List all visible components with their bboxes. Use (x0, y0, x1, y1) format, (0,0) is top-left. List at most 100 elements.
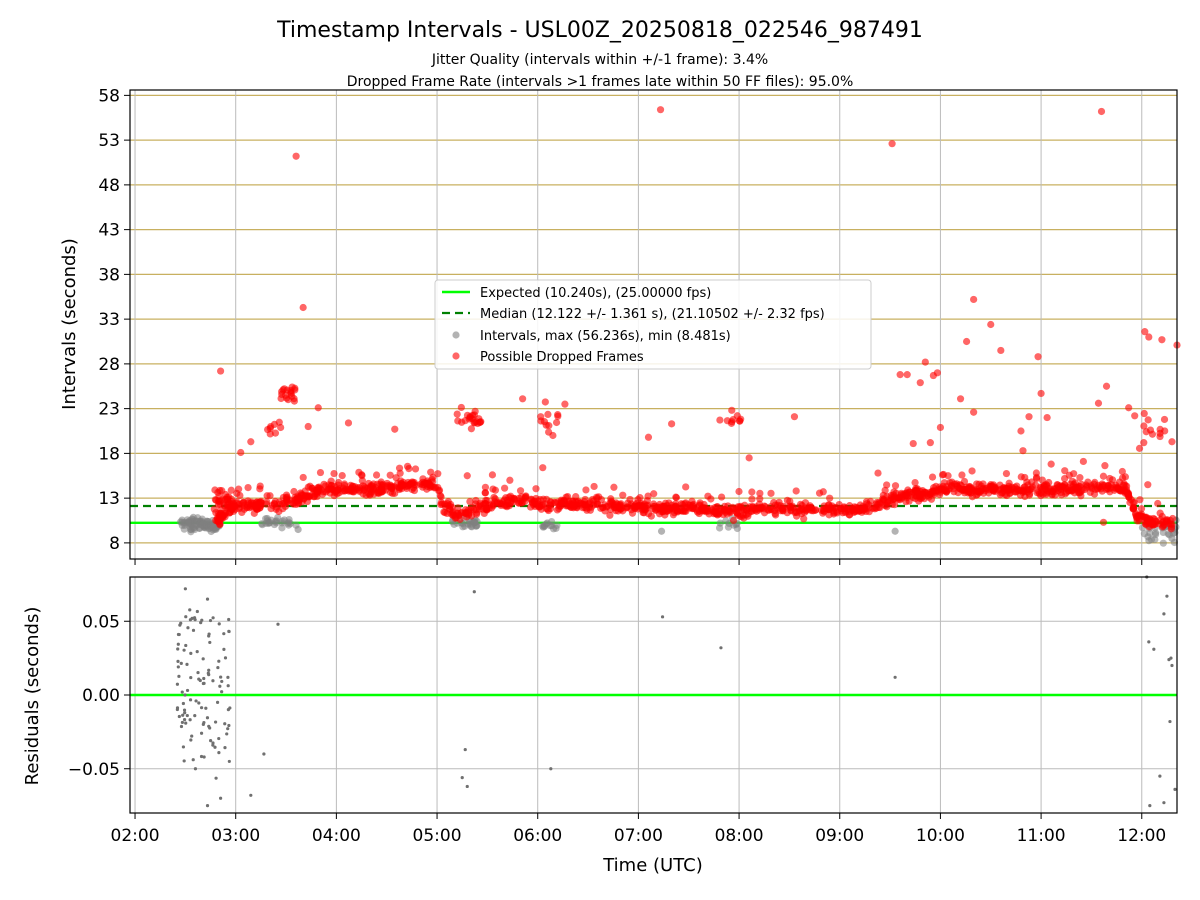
dropped-frame-point (299, 303, 307, 312)
dropped-frame-point (1154, 499, 1162, 508)
dropped-frame-point (989, 486, 997, 494)
dropped-frame-point (933, 369, 941, 377)
dropped-frame-point (1160, 415, 1169, 424)
legend-dropped-label: Possible Dropped Frames (480, 350, 644, 365)
residual-point (190, 734, 194, 738)
residual-point (205, 716, 210, 720)
dropped-frame-point (883, 503, 891, 511)
dropped-frame-point (1090, 490, 1099, 498)
residual-point (205, 597, 210, 601)
dropped-frame-point (217, 506, 225, 514)
residual-point (175, 682, 180, 686)
dropped-frame-point (843, 505, 851, 513)
dropped-frame-point (386, 471, 394, 479)
x-tick-label: 10:00 (916, 826, 965, 846)
dropped-frame-point (680, 507, 688, 515)
dropped-frame-point (1137, 505, 1146, 513)
dropped-frame-point (462, 509, 470, 517)
residual-point (460, 776, 464, 780)
residual-point (1147, 640, 1151, 644)
dropped-frame-point (1061, 467, 1069, 475)
residuals-y-tick-label: 0.05 (82, 612, 120, 632)
x-tick-label: 12:00 (1117, 826, 1166, 846)
interval-point (716, 519, 724, 527)
dropped-frame-point (682, 483, 690, 491)
intervals-y-tick-label: 23 (98, 400, 120, 420)
dropped-frame-point (958, 471, 966, 479)
dropped-frame-point (644, 492, 652, 500)
dropped-frame-point (865, 504, 873, 512)
x-tick-label: 03:00 (211, 826, 260, 846)
dropped-frame-point (311, 486, 319, 495)
residual-point (199, 731, 204, 735)
dropped-frame-point (590, 482, 598, 491)
interval-point (272, 519, 280, 527)
interval-point (1159, 539, 1167, 547)
dropped-frame-point (1168, 438, 1176, 446)
dropped-frame-point (1169, 514, 1177, 523)
residual-point (179, 621, 183, 625)
residual-point (222, 647, 226, 651)
dropped-frame-point (1140, 409, 1148, 418)
residual-point (200, 618, 204, 622)
dropped-frame-point (644, 433, 653, 441)
intervals-plot-frame (129, 89, 1178, 560)
interval-point (540, 522, 549, 530)
dropped-frame-point (539, 464, 547, 472)
residual-point (179, 661, 183, 666)
dropped-frame-point (718, 493, 726, 501)
residual-point (188, 608, 192, 612)
dropped-frame-point (1104, 481, 1113, 490)
dropped-frame-point (1034, 353, 1042, 361)
residual-point (177, 714, 181, 719)
dropped-frame-point (481, 483, 490, 491)
residual-point (1165, 594, 1169, 598)
dropped-frame-point (866, 497, 875, 505)
residual-point (183, 693, 187, 697)
residual-point (188, 698, 193, 702)
residual-point (220, 679, 224, 684)
interval-point (1151, 535, 1159, 544)
dropped-frame-point (358, 471, 366, 479)
dropped-frame-point (501, 484, 509, 492)
dropped-frame-point (889, 491, 897, 499)
residual-point (472, 590, 476, 594)
dropped-frame-point (378, 488, 386, 496)
dropped-frame-point (449, 509, 457, 517)
dropped-frame-point (903, 371, 911, 379)
dropped-frame-point (623, 503, 631, 512)
dropped-frame-point (437, 500, 445, 509)
dropped-frame-point (435, 487, 443, 495)
interval-point (265, 519, 273, 527)
residual-point (549, 767, 553, 771)
residual-point (226, 675, 230, 679)
residual-point (204, 706, 208, 710)
residual-point (227, 759, 231, 764)
dropped-frame-point (292, 495, 300, 503)
dropped-frame-point (921, 358, 929, 366)
residual-point (1158, 774, 1162, 778)
dropped-frame-point (1075, 483, 1083, 491)
dropped-frame-point (282, 491, 291, 499)
dropped-frame-point (1118, 467, 1126, 476)
dropped-frame-point (669, 511, 677, 519)
dropped-frame-point (1101, 462, 1109, 470)
dropped-frame-point (771, 501, 779, 509)
residual-point (207, 673, 211, 677)
residual-point (193, 714, 197, 718)
residual-point (660, 615, 665, 619)
dropped-frame-point (962, 337, 971, 346)
dropped-frame-point (434, 470, 442, 478)
chart-subtitle-jitter: Jitter Quality (intervals within +/-1 fr… (431, 52, 768, 68)
dropped-frame-point (483, 505, 491, 513)
dropped-frame-point (716, 416, 724, 424)
dropped-frame-point (284, 396, 292, 404)
residual-point (1148, 804, 1152, 808)
dropped-frame-point (1125, 404, 1133, 412)
residual-point (202, 676, 206, 681)
dropped-frame-point (557, 496, 565, 504)
dropped-frame-point (797, 500, 805, 508)
residual-point (1152, 647, 1156, 651)
dropped-frame-point (221, 495, 229, 504)
dropped-frame-point (668, 420, 676, 428)
